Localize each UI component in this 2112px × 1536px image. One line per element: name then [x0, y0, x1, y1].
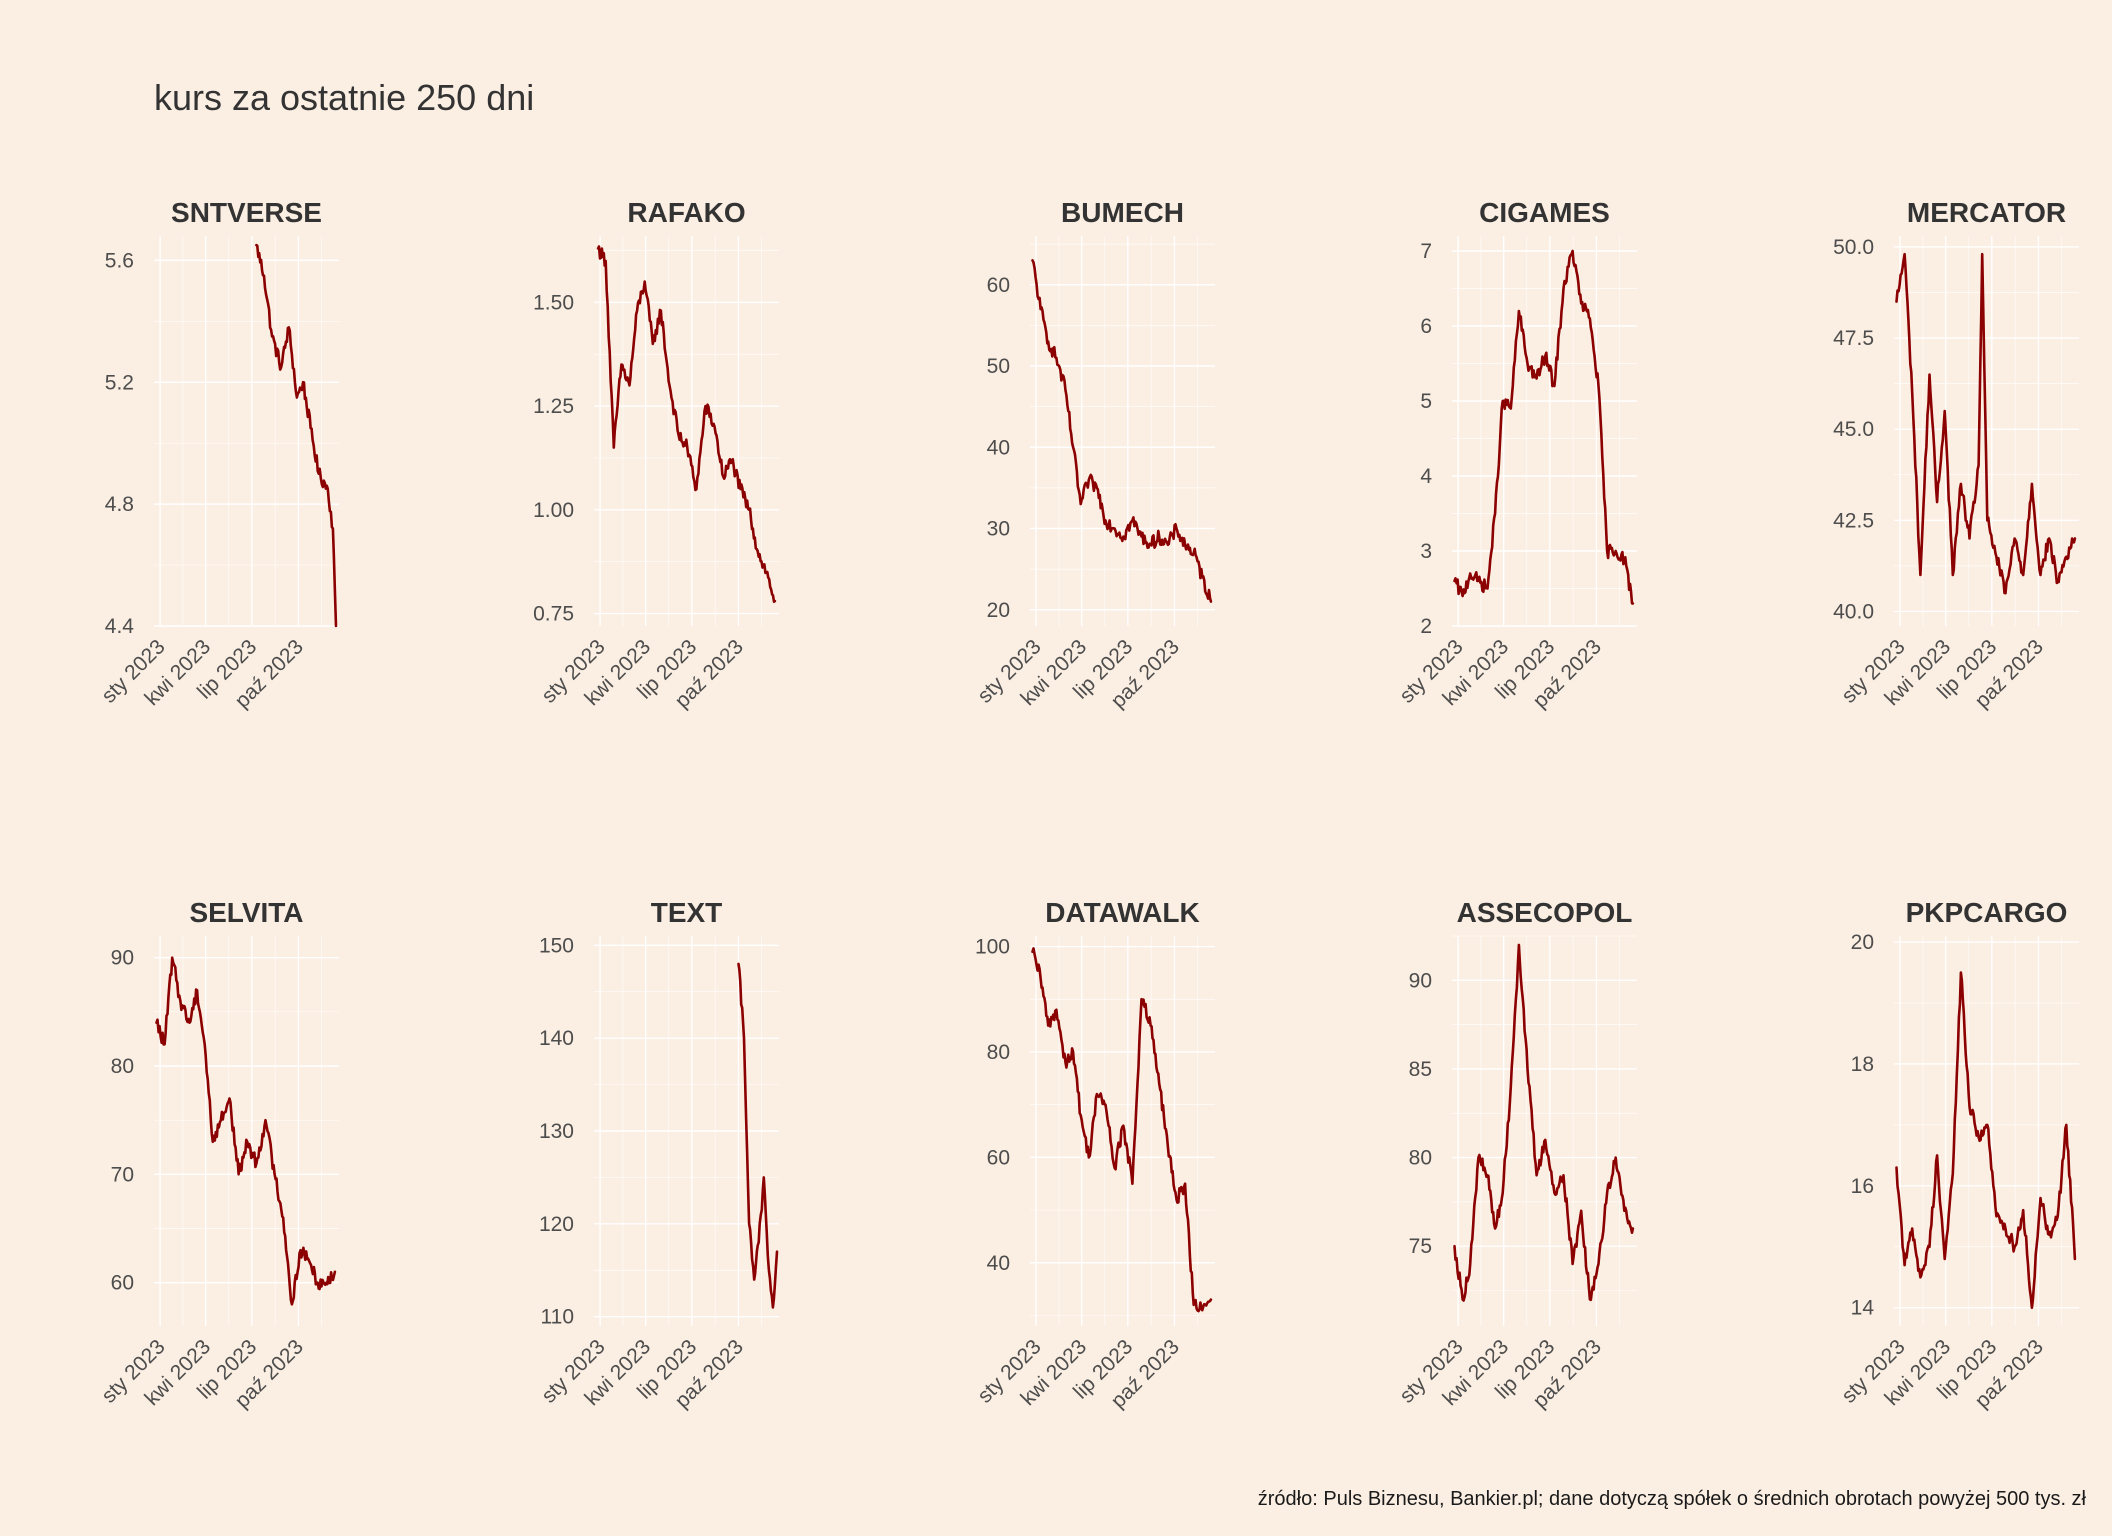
panel-title: SELVITA [189, 897, 303, 928]
y-tick-label: 110 [541, 1306, 574, 1329]
panel-title: TEXT [651, 897, 723, 928]
y-tick-label: 18 [1851, 1053, 1874, 1076]
series-line-cigames [1453, 249, 1635, 605]
panel-title: ASSECOPOL [1457, 897, 1633, 928]
y-tick-label: 4 [1420, 465, 1432, 488]
y-tick-label: 4.4 [105, 615, 135, 638]
y-tick-label: 3 [1420, 540, 1432, 563]
y-tick-label: 40.0 [1833, 600, 1874, 623]
y-tick-label: 100 [975, 936, 1010, 959]
y-tick-label: 30 [987, 518, 1010, 541]
panel-title: CIGAMES [1479, 197, 1610, 228]
y-tick-label: 40 [987, 436, 1010, 459]
panel-title: BUMECH [1061, 197, 1184, 228]
chart-caption: źródło: Puls Biznesu, Bankier.pl; dane d… [1258, 1488, 2087, 1510]
y-tick-label: 14 [1851, 1297, 1875, 1320]
panel-title: RAFAKO [627, 197, 745, 228]
y-tick-label: 45.0 [1833, 418, 1874, 441]
y-tick-label: 70 [111, 1163, 134, 1186]
y-tick-label: 6 [1420, 315, 1432, 338]
series-line-text [737, 962, 779, 1309]
y-tick-label: 60 [987, 274, 1010, 297]
y-tick-label: 85 [1409, 1058, 1432, 1081]
series-line-datawalk [1031, 947, 1213, 1313]
y-tick-label: 7 [1420, 240, 1432, 263]
panel-title: PKPCARGO [1906, 897, 2068, 928]
y-tick-label: 80 [1409, 1147, 1432, 1170]
y-tick-label: 90 [111, 947, 134, 970]
y-tick-label: 60 [111, 1272, 134, 1295]
y-tick-label: 4.8 [105, 493, 134, 516]
chart-title: kurs za ostatnie 250 dni [154, 77, 534, 118]
series-line-sntverse [255, 243, 338, 628]
y-tick-label: 50 [987, 355, 1010, 378]
y-tick-label: 0.75 [533, 603, 574, 626]
series-line-bumech [1031, 259, 1213, 603]
series-line-rafako [596, 245, 777, 603]
y-tick-label: 75 [1409, 1235, 1432, 1258]
y-tick-label: 20 [1851, 931, 1874, 954]
y-tick-label: 60 [987, 1146, 1010, 1169]
y-tick-label: 42.5 [1833, 509, 1874, 532]
panel-title: SNTVERSE [171, 197, 322, 228]
y-tick-label: 40 [987, 1252, 1010, 1275]
y-tick-label: 140 [539, 1027, 574, 1050]
panel-title: DATAWALK [1045, 897, 1200, 928]
panel-title: MERCATOR [1907, 197, 2066, 228]
y-tick-label: 1.00 [533, 499, 574, 522]
y-tick-label: 20 [987, 599, 1010, 622]
y-tick-label: 80 [111, 1055, 134, 1078]
series-line-pkpcargo [1895, 971, 2077, 1309]
y-tick-label: 130 [539, 1120, 574, 1143]
y-tick-label: 16 [1851, 1175, 1874, 1198]
y-tick-label: 5 [1420, 390, 1432, 413]
y-tick-label: 5.6 [105, 249, 134, 272]
y-tick-label: 47.5 [1833, 327, 1874, 350]
y-tick-label: 2 [1420, 615, 1432, 638]
y-tick-label: 5.2 [105, 371, 134, 394]
y-tick-label: 1.50 [533, 291, 574, 314]
y-tick-label: 50.0 [1833, 236, 1874, 259]
series-line-assecopol [1453, 943, 1635, 1302]
series-line-mercator [1895, 252, 2077, 595]
y-tick-label: 80 [987, 1041, 1010, 1064]
y-tick-label: 90 [1409, 969, 1432, 992]
y-tick-label: 1.25 [533, 395, 574, 418]
y-tick-label: 150 [539, 934, 574, 957]
series-line-selvita [155, 956, 337, 1306]
y-tick-label: 120 [539, 1213, 574, 1236]
